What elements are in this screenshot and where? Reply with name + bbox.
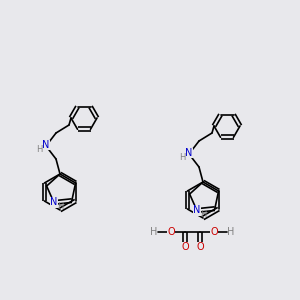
Text: H: H xyxy=(57,202,63,211)
Text: N: N xyxy=(185,148,193,158)
Text: O: O xyxy=(210,227,218,237)
Text: O: O xyxy=(167,227,175,237)
Text: O: O xyxy=(181,242,189,252)
Text: N: N xyxy=(50,197,58,208)
Text: H: H xyxy=(36,145,42,154)
Text: H: H xyxy=(200,210,206,219)
Text: N: N xyxy=(42,140,50,150)
Text: H: H xyxy=(150,227,158,237)
Text: O: O xyxy=(196,242,204,252)
Text: H: H xyxy=(179,152,185,161)
Text: N: N xyxy=(193,206,201,215)
Text: H: H xyxy=(227,227,235,237)
